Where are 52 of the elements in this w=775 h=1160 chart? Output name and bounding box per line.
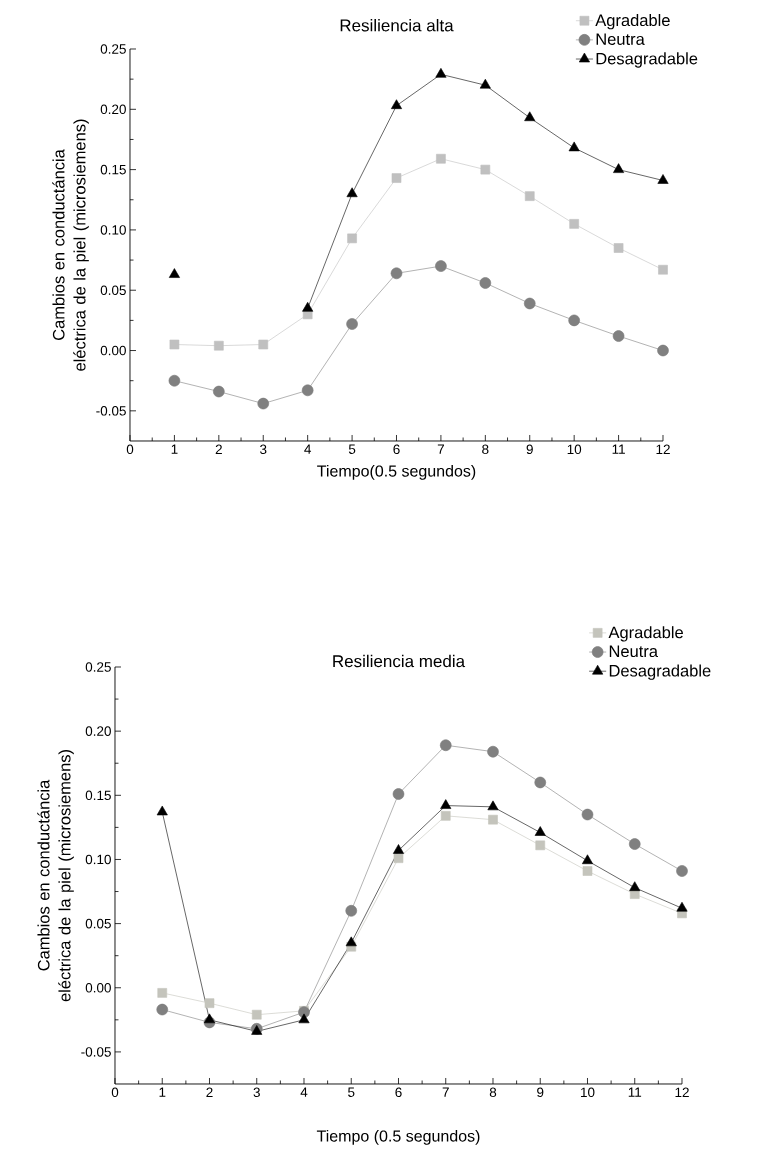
legend-label: Desagradable [609,664,711,680]
x-tick-label: 5 [348,444,356,454]
legend-label: Neutra [609,645,658,658]
y-tick-label: 0.05 [100,285,126,295]
x-tick-label: 3 [260,444,267,455]
y-tick-label: 0.20 [85,726,111,736]
x-tick-label: 11 [612,444,625,454]
y-tick-label: -0.05 [81,1047,111,1057]
x-tick-label: 6 [395,1087,402,1098]
x-tick-label: 4 [300,1087,308,1097]
y-tick-label: 0.10 [85,854,111,865]
x-tick-label: 1 [171,444,178,454]
y-tick-label: 0.00 [85,982,111,993]
y-tick-label: 0.15 [100,164,126,175]
y-tick-label: 0.05 [85,918,111,929]
x-tick-label: 10 [567,444,582,455]
y-tick-label: 0.15 [85,790,111,801]
chart-title: Resiliencia alta [340,18,454,32]
legend-label: Agradable [595,14,670,30]
legend-label: Desagradable [596,52,698,68]
x-tick-label: 12 [675,1087,689,1097]
x-axis-title: Tiempo (0.5 segundos) [316,1129,480,1145]
x-tick-label: 8 [489,1087,497,1098]
x-tick-label: 7 [437,444,444,454]
y-axis-title: Cambios en conductáncia eléctrica de la piel (microsiemens) [52,119,89,371]
x-axis-title: Tiempo(0.5 segundos) [317,464,476,480]
x-tick-label: 2 [206,1087,213,1097]
y-tick-label: 0.25 [100,44,126,54]
x-tick-label: 6 [393,444,400,455]
x-tick-label: 8 [482,444,489,455]
x-tick-label: 11 [628,1087,642,1097]
x-tick-label: 2 [215,444,222,454]
x-tick-label: 7 [442,1087,449,1097]
legend-label: Agradable [608,626,683,642]
y-tick-label: 0.00 [100,345,126,356]
x-tick-label: 0 [111,1087,119,1098]
chart-title: Resiliencia media [333,654,466,668]
x-tick-label: 9 [537,1087,544,1098]
y-axis-title: Cambios en conductáncia eléctrica de la piel (microsiemens) [37,750,74,1002]
x-tick-label: 5 [348,1087,355,1097]
x-tick-label: 12 [656,444,670,454]
y-tick-label: 0.10 [100,225,126,235]
x-tick-label: 3 [253,1087,260,1098]
legend-label: Neutra [596,33,645,45]
x-tick-label: 1 [159,1087,166,1097]
y-tick-label: 0.20 [100,104,126,115]
x-tick-label: 9 [526,444,533,455]
y-tick-label: 0.25 [85,662,111,672]
x-tick-label: 0 [126,444,134,455]
y-tick-label: -0.05 [96,406,126,416]
x-tick-label: 4 [304,444,312,454]
x-tick-label: 10 [581,1087,595,1098]
